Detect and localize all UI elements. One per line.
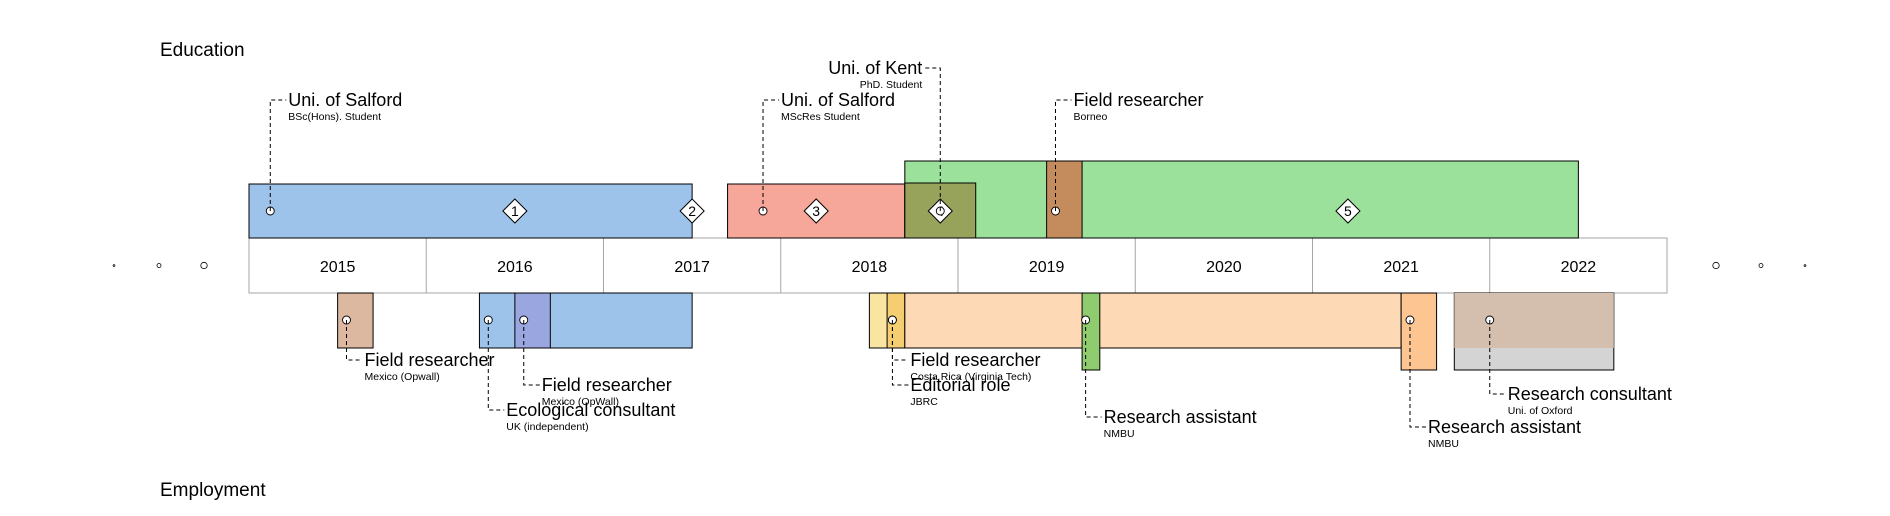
year-tick-label: 2021 — [1383, 259, 1419, 276]
year-tick-label: 2017 — [674, 259, 710, 276]
entry-subtitle: MScRes Student — [781, 111, 860, 123]
entry-subtitle: Costa Rica (Virginia Tech) — [910, 371, 1031, 383]
milestone-marker — [502, 198, 528, 224]
milestone-marker-label: 3 — [812, 203, 820, 219]
leader-line — [891, 320, 909, 361]
entry-subtitle: NMBU — [1428, 438, 1459, 450]
year-tick-label: 2019 — [1029, 259, 1065, 276]
employment-bars — [337, 292, 1615, 371]
entry-subtitle: Mexico (OpWall) — [542, 396, 619, 408]
entry-subtitle: UK (independent) — [506, 421, 588, 433]
entry-subtitle: Borneo — [1073, 111, 1107, 123]
leader-line — [1489, 320, 1506, 395]
leader-line — [1085, 320, 1102, 418]
leader-line — [523, 320, 540, 386]
entry-title: Field researcher — [1073, 90, 1203, 110]
year-tick-label: 2015 — [320, 259, 356, 276]
year-tick-label: 2016 — [497, 259, 533, 276]
milestone-marker-label: 5 — [1344, 203, 1352, 219]
milestone-marker-label: 2 — [688, 203, 696, 219]
entry-title: Editorial role — [910, 375, 1010, 395]
entry-subtitle: PhD. Student — [860, 79, 923, 91]
year-tick-label: 2020 — [1206, 259, 1242, 276]
leader-line — [924, 67, 941, 211]
entry-title: Uni. of Kent — [828, 58, 922, 78]
entry-title: Research assistant — [1104, 407, 1257, 427]
leader-line — [1054, 99, 1072, 211]
entry-title: Research consultant — [1508, 384, 1672, 404]
leader-line — [487, 320, 505, 411]
milestone-marker — [1335, 198, 1361, 224]
label-leaders — [265, 67, 1506, 428]
milestone-marker — [679, 198, 705, 224]
entry-title: Field researcher — [364, 350, 494, 370]
year-axis: 2015 2016 2017 2018 2019 2020 2021 2022 — [248, 237, 1668, 294]
year-tick-label: 2022 — [1561, 259, 1597, 276]
year-tick-label: 2018 — [852, 259, 888, 276]
milestone-marker-label: 1 — [511, 203, 519, 219]
entry-subtitle: Mexico (Opwall) — [364, 371, 439, 383]
education-bars — [248, 160, 1579, 239]
entry-title: Research assistant — [1428, 417, 1581, 437]
entry-subtitle: Uni. of Oxford — [1508, 405, 1573, 417]
employment-section-title: Employment — [160, 480, 266, 501]
employment-bar — [478, 292, 693, 349]
leader-line — [891, 320, 909, 386]
entry-title: Field researcher — [910, 350, 1040, 370]
education-bar — [1046, 160, 1083, 239]
leader-line — [762, 99, 780, 211]
education-section-title: Education — [160, 40, 245, 61]
entry-subtitle: NMBU — [1104, 428, 1135, 440]
entry-subtitle: BSc(Hons). Student — [288, 111, 381, 123]
entry-subtitle: JBRC — [910, 396, 938, 408]
entry-title: Uni. of Salford — [288, 90, 402, 110]
leader-line — [345, 320, 363, 361]
axis-end-dots-right — [1712, 261, 1807, 270]
entry-title: Field researcher — [542, 375, 672, 395]
leader-line — [1409, 320, 1426, 428]
entry-title: Ecological consultant — [506, 400, 675, 420]
education-bar — [904, 160, 1579, 239]
milestone-marker — [803, 198, 829, 224]
employment-bar — [1454, 293, 1614, 348]
employment-bar — [904, 292, 1402, 349]
leader-line — [269, 99, 287, 211]
employment-bar — [1081, 292, 1101, 371]
entry-title: Uni. of Salford — [781, 90, 895, 110]
axis-end-dots-left — [112, 261, 208, 270]
employment-bar — [1400, 292, 1438, 371]
education-bar — [248, 183, 693, 239]
